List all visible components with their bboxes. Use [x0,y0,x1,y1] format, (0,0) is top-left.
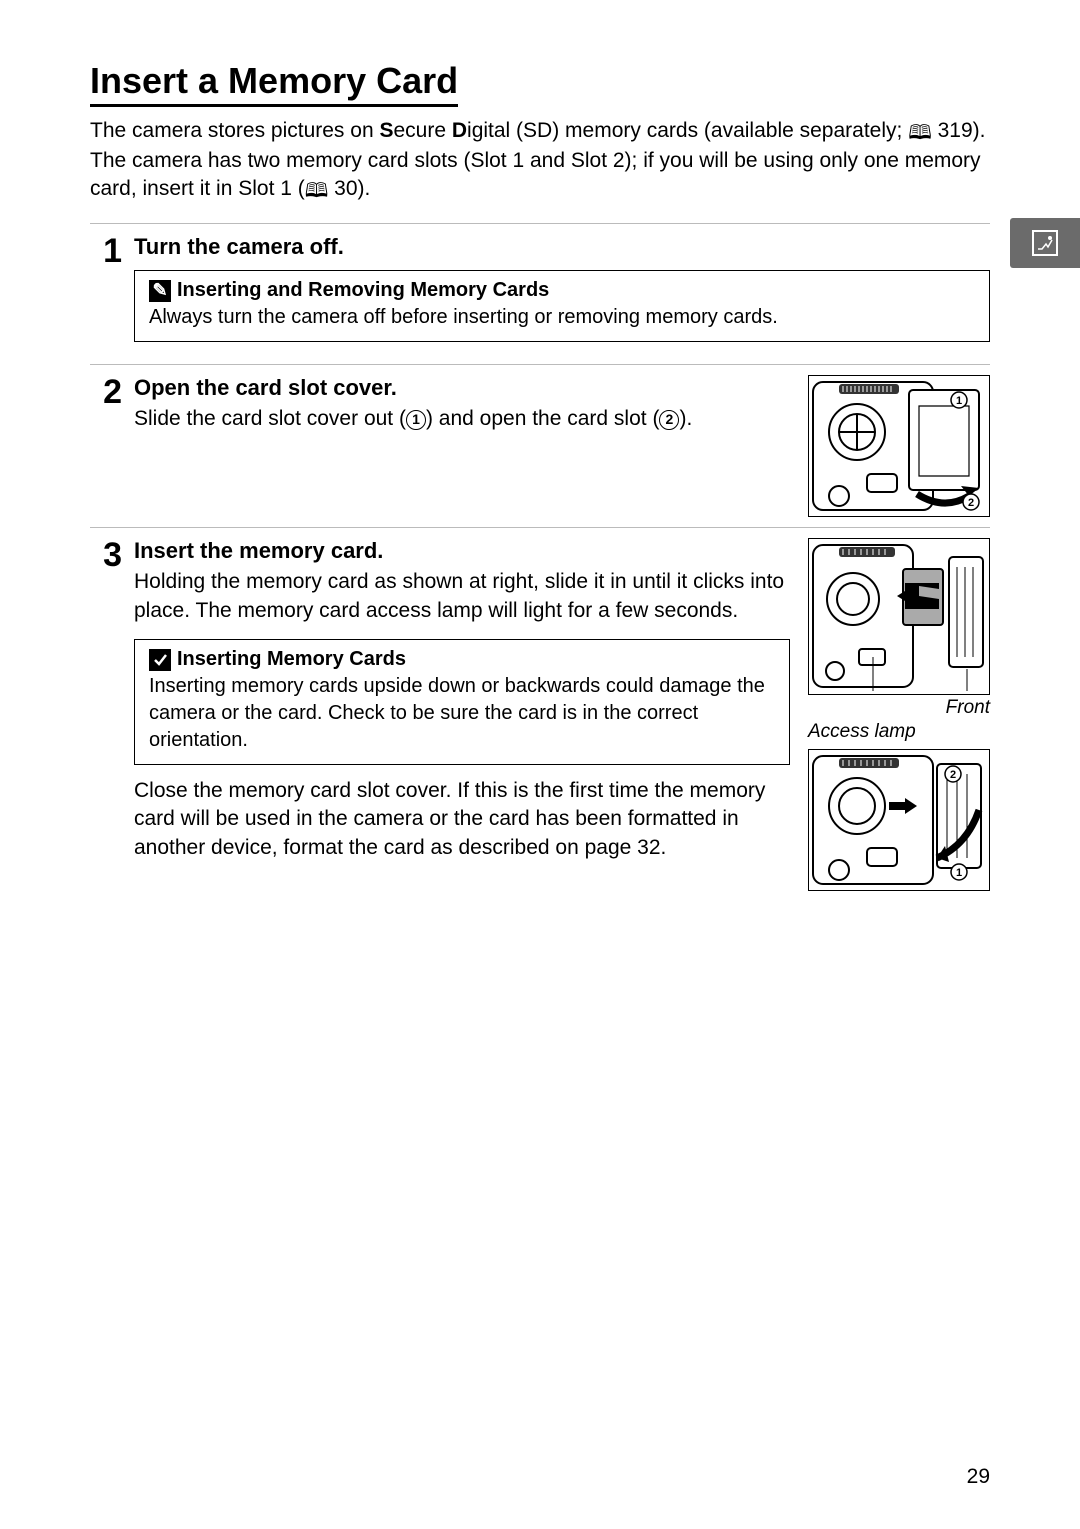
callout-title: Inserting Memory Cards [177,648,406,671]
chapter-tab [1010,218,1080,268]
intro-text: 30). [328,177,370,200]
step-number: 2 [90,375,122,517]
step-heading: Insert the memory card. [134,538,790,564]
step-body: Insert the memory card. Holding the memo… [134,538,990,891]
step-heading: Open the card slot cover. [134,375,790,401]
callout-text: Inserting memory cards upside down or ba… [149,673,775,754]
note-callout: ✎ Inserting and Removing Memory Cards Al… [134,270,990,342]
figure-caption-access-lamp: Access lamp [808,721,990,743]
step2-figure: 1 2 [808,375,990,517]
warning-callout: Inserting Memory Cards Inserting memory … [134,639,790,765]
callout-title: Inserting and Removing Memory Cards [177,279,549,302]
step-1: 1 Turn the camera off. ✎ Inserting and R… [90,223,990,354]
intro-bold: S [379,119,393,142]
step-3: 3 Insert the memory card. Holding the me… [90,527,990,891]
closing-text: Close the memory card slot cover. If thi… [134,777,790,862]
callout-title-row: Inserting Memory Cards [149,648,775,671]
step-body: Open the card slot cover. Slide the card… [134,375,990,517]
text-fragment: ). [679,407,692,430]
step3-figure-insert [808,538,990,695]
page-number: 29 [967,1465,990,1489]
intro-text: igital (SD) memory cards (available sepa… [467,119,908,142]
figure-caption-front: Front [808,697,990,719]
caution-icon [149,649,171,671]
svg-text:1: 1 [956,867,962,879]
text-fragment: ) and open the card slot ( [426,407,659,430]
intro-text: ecure [393,119,451,142]
svg-text:1: 1 [956,395,962,407]
pencil-icon: ✎ [149,280,171,302]
chapter-tab-icon [1032,230,1058,256]
book-icon: 🕮 [908,120,932,147]
svg-text:2: 2 [968,497,974,509]
step-text-column: Open the card slot cover. Slide the card… [134,375,790,433]
svg-text:2: 2 [950,769,956,781]
callout-title-row: ✎ Inserting and Removing Memory Cards [149,279,975,302]
step-heading: Turn the camera off. [134,234,990,260]
step-number: 1 [90,234,122,354]
book-icon: 🕮 [305,178,329,205]
page-title: Insert a Memory Card [90,60,458,107]
step-text: Holding the memory card as shown at righ… [134,568,790,625]
intro-text: The camera stores pictures on [90,119,379,142]
intro-paragraph: The camera stores pictures on Secure Dig… [90,117,990,205]
step-2: 2 Open the card slot cover. Slide the ca… [90,364,990,517]
circled-1-icon: 1 [406,410,426,430]
callout-text: Always turn the camera off before insert… [149,304,975,331]
step-text-column: Insert the memory card. Holding the memo… [134,538,790,862]
step3-figure-close: 2 1 [808,749,990,891]
step-text: Slide the card slot cover out (1) and op… [134,405,790,433]
step-number: 3 [90,538,122,891]
figure-column: Front Access lamp 2 [808,538,990,891]
circled-2-icon: 2 [659,410,679,430]
text-fragment: Slide the card slot cover out ( [134,407,406,430]
intro-bold: D [452,119,467,142]
step-body: Turn the camera off. ✎ Inserting and Rem… [134,234,990,354]
